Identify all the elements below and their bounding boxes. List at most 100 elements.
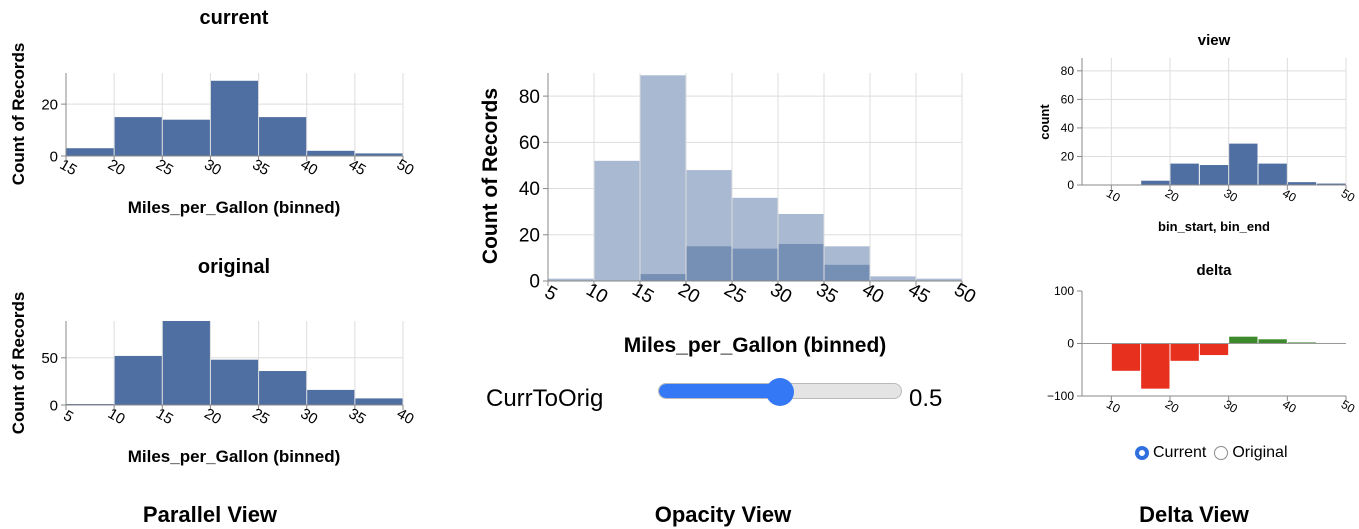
- x-tick-label: 10: [582, 279, 611, 308]
- bar: [1141, 180, 1170, 185]
- radio-original-circle[interactable]: [1214, 446, 1229, 460]
- chart-delta: −100 0 100 10 20 30 40 50 delta: [1047, 262, 1358, 416]
- x-tick-label: 30: [201, 156, 224, 179]
- bar: [355, 398, 403, 405]
- bar-positive: [1258, 339, 1287, 344]
- radio-original[interactable]: Original: [1214, 444, 1288, 462]
- caption-parallel-view: Parallel View: [142, 502, 278, 527]
- bar-positive: [1229, 336, 1258, 344]
- x-tick-label: 30: [766, 279, 795, 308]
- caption-opacity-view: Opacity View: [654, 502, 792, 527]
- bar-positive: [1287, 342, 1317, 344]
- bar-current: [824, 264, 870, 281]
- chart-title: original: [198, 256, 270, 278]
- y-axis-label: Count of Records: [9, 43, 28, 186]
- opacity-slider[interactable]: [658, 378, 902, 406]
- bar: [114, 355, 162, 405]
- y-axis-label: Count of Records: [479, 88, 502, 264]
- bar-current: [732, 248, 778, 281]
- caption-delta-view: Delta View: [1139, 502, 1249, 527]
- bar-original: [594, 160, 640, 281]
- y-axis-label: count: [1037, 104, 1052, 140]
- y-tick-label: 40: [519, 179, 540, 200]
- y-tick-label: 80: [1061, 64, 1075, 78]
- bar-original: [548, 278, 594, 281]
- chart-original: 0 50 5 10 15 20 25 30 35 40 original Miles_per_Gall…: [9, 256, 417, 466]
- y-tick-label: 0: [50, 397, 58, 414]
- bar: [1287, 182, 1317, 185]
- bar: [114, 117, 162, 156]
- radio-current-circle[interactable]: [1135, 446, 1149, 460]
- bar-negative: [1111, 343, 1141, 371]
- x-tick-label: 50: [394, 156, 417, 179]
- chart-title: view: [1198, 32, 1231, 49]
- radio-original-label: Original: [1232, 444, 1288, 461]
- bar: [1317, 183, 1346, 185]
- x-tick-label: 5: [541, 282, 561, 305]
- y-tick-label: 0: [50, 148, 58, 165]
- bar: [355, 153, 403, 156]
- bar-current: [686, 246, 732, 281]
- x-tick-label: 10: [1104, 397, 1123, 416]
- x-tick-label: 40: [297, 156, 320, 179]
- y-tick-label: 40: [1061, 121, 1075, 135]
- bar-current: [640, 274, 686, 281]
- x-tick-label: 20: [674, 279, 703, 308]
- x-tick-label: 30: [1221, 186, 1240, 205]
- x-tick-label: 30: [297, 405, 320, 428]
- x-tick-label: 35: [346, 405, 369, 428]
- y-tick-label: 50: [41, 350, 58, 367]
- x-axis-label: Miles_per_Gallon (binned): [128, 198, 341, 217]
- radio-current[interactable]: Current: [1135, 444, 1206, 462]
- y-tick-label: 0: [1067, 337, 1074, 351]
- y-tick-label: 80: [519, 87, 540, 108]
- slider-thumb[interactable]: [766, 378, 794, 406]
- y-tick-label: 60: [519, 133, 540, 154]
- bar: [259, 117, 307, 156]
- x-tick-label: 20: [201, 405, 224, 428]
- x-tick-label: 40: [394, 405, 417, 428]
- bar: [162, 119, 210, 156]
- y-tick-label: 20: [1061, 150, 1075, 164]
- bar: [162, 321, 210, 405]
- bar-original: [916, 278, 962, 281]
- y-tick-label: 100: [1054, 284, 1074, 298]
- chart-title: current: [200, 7, 269, 29]
- x-tick-label: 25: [720, 279, 749, 308]
- radio-group: Current Original: [1135, 444, 1296, 462]
- x-axis-label: Miles_per_Gallon (binned): [128, 447, 341, 466]
- bar: [259, 371, 307, 405]
- x-tick-label: 10: [105, 405, 128, 428]
- x-tick-label: 25: [153, 156, 176, 179]
- bar: [66, 148, 114, 156]
- x-tick-label: 45: [904, 279, 933, 308]
- x-tick-label: 40: [1280, 397, 1299, 416]
- x-tick-label: 40: [1280, 186, 1299, 205]
- bar: [1258, 163, 1287, 185]
- chart-opacity: 0 20 40 60 80 5 10 15 20 25 30 35 40 45 50 Miles_per_Ga…: [479, 73, 979, 357]
- radio-current-label: Current: [1153, 444, 1207, 461]
- slider-label: CurrToOrig: [486, 385, 604, 412]
- slider-fill: [659, 384, 780, 398]
- y-tick-label: 20: [519, 225, 540, 246]
- y-tick-label: 20: [41, 96, 58, 113]
- bar-original: [870, 276, 916, 281]
- bar: [1199, 165, 1229, 185]
- chart-current: 0 20 15 20 25 30 35 40 45 50 current Miles_per_Gall…: [9, 7, 417, 217]
- slider-value: 0.5: [909, 385, 943, 412]
- bar: [1170, 163, 1199, 185]
- x-tick-label: 50: [1339, 397, 1358, 416]
- x-tick-label: 35: [812, 279, 841, 308]
- x-tick-label: 25: [249, 405, 272, 428]
- x-tick-label: 20: [1163, 186, 1182, 205]
- x-tick-label: 15: [628, 279, 657, 308]
- bar: [210, 359, 259, 405]
- x-tick-label: 35: [249, 156, 272, 179]
- x-tick-label: 5: [60, 407, 76, 426]
- bar-original: [640, 75, 686, 281]
- x-tick-label: 15: [153, 405, 176, 428]
- y-tick-label: 0: [529, 272, 540, 293]
- x-tick-label: 10: [1104, 186, 1123, 205]
- y-tick-label: 0: [1067, 178, 1074, 192]
